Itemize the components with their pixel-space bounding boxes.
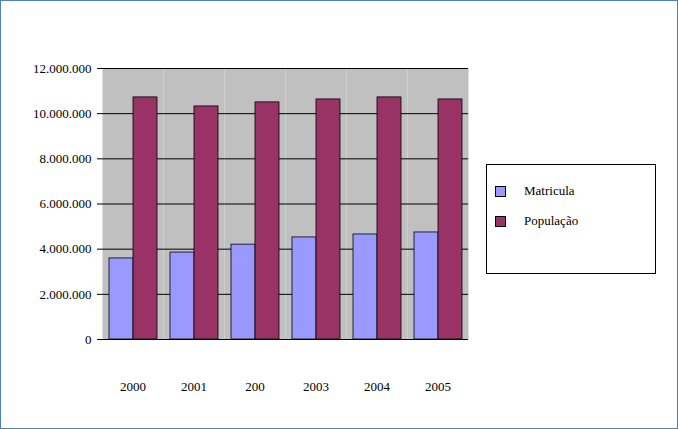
svg-text:2004: 2004: [364, 379, 391, 394]
svg-text:2005: 2005: [425, 379, 451, 394]
svg-text:2000: 2000: [120, 379, 146, 394]
svg-text:6.000.000: 6.000.000: [40, 196, 92, 211]
html-text:População: População: [524, 213, 579, 228]
svg-text:8.000.000: 8.000.000: [40, 151, 92, 166]
svg-text:10.000.000: 10.000.000: [33, 106, 92, 121]
svg-text:2003: 2003: [303, 379, 329, 394]
svg-text:2.000.000: 2.000.000: [40, 286, 92, 301]
svg-text:200: 200: [245, 379, 265, 394]
svg-text:0: 0: [85, 332, 92, 347]
svg-text:2001: 2001: [181, 379, 207, 394]
svg-text:12.000.000: 12.000.000: [33, 61, 92, 76]
html-text:Matricula: Matricula: [524, 183, 575, 198]
svg-text:4.000.000: 4.000.000: [40, 241, 92, 256]
